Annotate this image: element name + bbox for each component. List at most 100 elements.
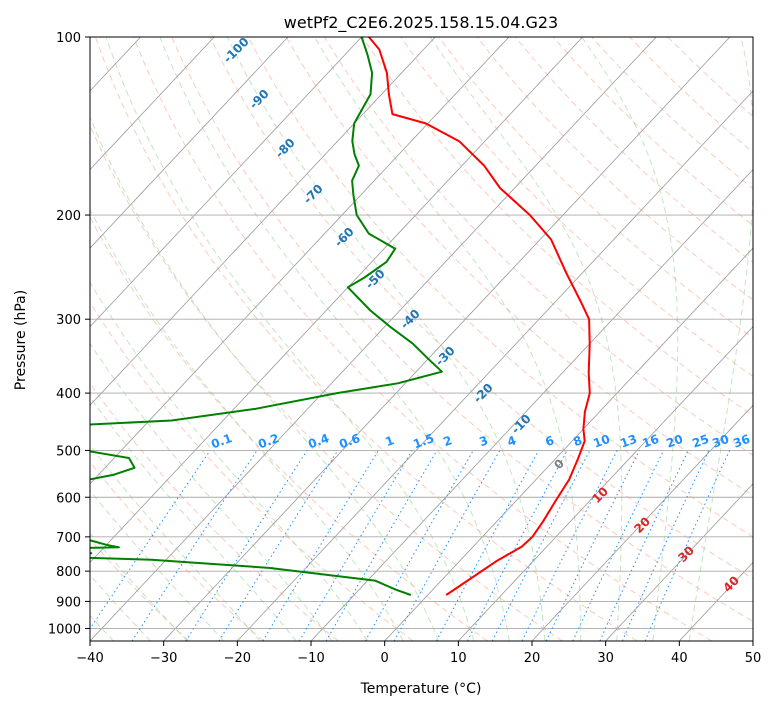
y-tick-label: 300 [56,313,81,328]
mixing-ratio-label: 25 [690,432,710,451]
moist-adiabat [90,395,297,641]
moist-adiabat [90,208,404,641]
red-isotherm-label: 10 [589,484,611,506]
mixing-ratio-label: 0.2 [256,431,281,451]
y-axis-label: Pressure (hPa) [13,290,29,390]
dry-adiabat [90,538,190,641]
x-tick-label: 10 [450,651,467,666]
x-tick-label: −20 [224,651,251,666]
mixing-ratio-line [467,450,568,641]
mixing-ratio-label: 13 [618,432,638,451]
moist-adiabat [90,115,439,641]
isotherm [90,37,583,564]
isotherm [163,37,731,641]
y-tick-label: 1000 [48,622,81,637]
moist-adiabat [314,37,582,641]
skewed-isotherms [0,37,753,641]
mixing-ratio-label: 0.1 [209,431,234,451]
temperature-profile-line [368,37,591,596]
mixing-ratio-line [90,450,211,630]
moist-adiabat [90,489,225,641]
mixing-ratio-label: 1.5 [411,431,436,451]
isotherm [531,404,753,641]
isotherm-label: -100 [221,35,252,66]
mixing-ratio-label: 1 [383,433,396,449]
mixing-ratio-label: 30 [710,432,730,451]
y-tick-label: 700 [56,531,81,546]
mixing-ratio-label: 36 [731,432,751,451]
mixing-ratio-line [218,450,339,641]
y-tick-label: 400 [56,387,81,402]
zero-isotherm-label: 0 [551,456,567,472]
isotherm [237,90,753,641]
mixing-ratio-line [298,450,413,641]
mixing-ratio-label: 10 [591,432,611,451]
mixing-ratio-line [262,450,379,641]
mixing-ratio-label: 2 [441,433,454,449]
x-tick-label: 40 [671,651,688,666]
x-tick-label: 30 [597,651,614,666]
x-tick-label: −40 [76,651,103,666]
isotherm-label: -50 [363,267,388,292]
dry-adiabat [476,37,753,301]
dry-adiabat [90,461,264,641]
mixing-ratio-lines [90,450,731,641]
mixing-ratio-label: 0.6 [337,431,362,451]
chart-title: wetPf2_C2E6.2025.158.15.04.G23 [284,13,558,33]
isotherm [90,37,289,249]
y-tick-label: 500 [56,444,81,459]
dewpoint-profile-line [90,37,443,596]
profile-lines [90,37,591,596]
dry-adiabats [90,37,753,641]
x-axis-label: Temperature (°C) [360,681,482,697]
dry-adiabat [90,301,414,641]
mixing-ratio-line [572,450,665,641]
mixing-ratio-line [521,450,618,641]
isotherm-label: -90 [247,87,272,112]
x-tick-label: −10 [297,651,324,666]
isotherm [90,37,362,328]
dry-adiabat [90,382,339,641]
y-tick-label: 100 [56,31,81,46]
mixing-ratio-label: 20 [664,432,684,451]
isotherm [458,326,753,641]
isotherm [0,37,67,641]
red-isotherm-label: 40 [720,573,742,595]
mixing-ratio-line [545,450,640,641]
mixing-ratio-label: 0.4 [306,431,331,451]
isotherm-label: -20 [471,381,496,406]
moist-adiabat [159,37,510,641]
moist-adiabat [429,37,623,641]
mixing-ratio-label: 16 [640,432,660,451]
isotherm [90,37,657,641]
isotherm-label: -80 [273,136,298,161]
red-isotherm-label: 20 [631,514,653,536]
dry-adiabat [133,37,712,641]
plot-frame [89,36,754,642]
mixing-ratio-line [364,450,474,641]
isotherm [90,37,215,171]
isotherm [605,483,753,641]
dry-adiabat [171,37,753,623]
mixing-ratio-line [599,450,689,641]
moist-adiabat [105,37,475,641]
moist-adiabat [90,342,333,641]
x-axis-ticks: −40 −30 −20 −10 0 10 20 30 40 50 [76,641,761,666]
y-axis-ticks: 100 200 300 400 500 600 700 800 900 1000 [48,31,90,637]
mixing-ratio-line [185,450,308,641]
y-tick-label: 800 [56,565,81,580]
dry-adiabat [90,216,488,641]
x-tick-label: 0 [381,651,389,666]
moist-adiabat [90,281,369,641]
x-tick-label: 20 [524,651,541,666]
isotherm [90,37,510,485]
y-tick-label: 200 [56,209,81,224]
isotherm-label: -70 [301,182,326,207]
y-tick-label: 900 [56,595,81,610]
moist-adiabat [581,37,679,641]
mixing-ratio-label: 6 [543,433,556,449]
moist-adiabat [227,37,546,641]
x-tick-label: 50 [745,651,762,666]
isotherm-label: -40 [398,307,423,332]
